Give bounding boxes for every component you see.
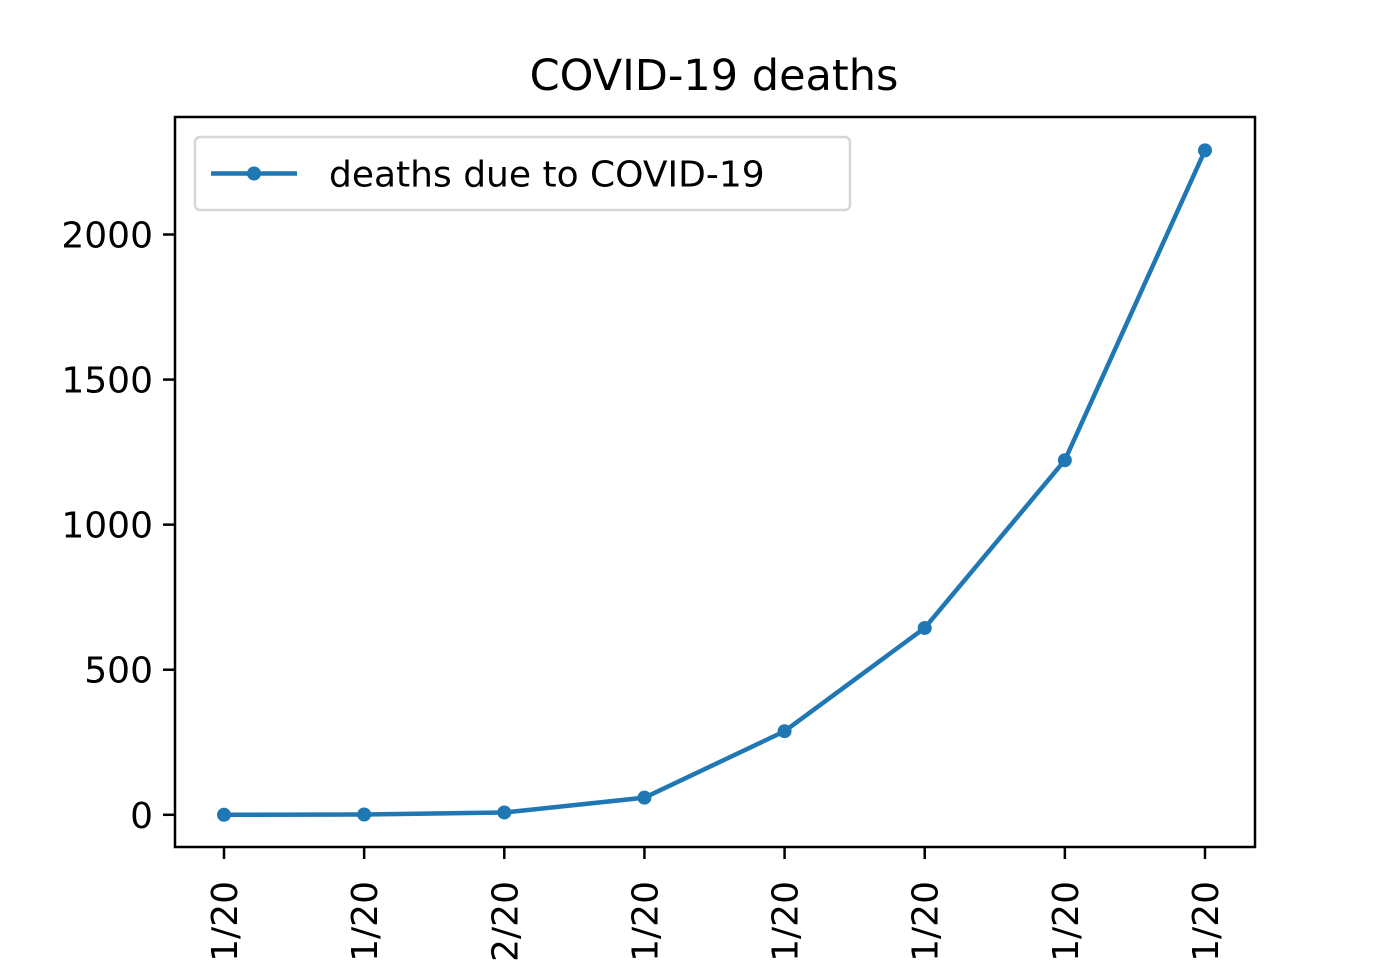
x-tick-label: 2/20 bbox=[485, 881, 526, 962]
legend-marker-swatch bbox=[247, 166, 261, 181]
x-tick-label: 1/20 bbox=[766, 881, 807, 962]
series-line bbox=[221, 147, 1208, 818]
x-axis: 1/20 1/20 2/20 1/20 1/20 1/20 1/20 1/20 bbox=[205, 847, 1227, 962]
data-point bbox=[917, 620, 932, 635]
y-axis: 0 500 1000 1500 2000 bbox=[61, 216, 175, 837]
chart-title: COVID-19 deaths bbox=[530, 51, 899, 101]
data-point bbox=[777, 724, 792, 739]
data-point bbox=[357, 807, 372, 822]
plot-series bbox=[217, 143, 1212, 822]
legend-label: deaths due to COVID-19 bbox=[329, 155, 765, 196]
x-tick-label: 1/20 bbox=[1186, 881, 1227, 962]
y-tick-label: 1000 bbox=[61, 506, 153, 547]
legend-box bbox=[193, 135, 852, 212]
data-point bbox=[1057, 453, 1072, 468]
y-tick-label: 0 bbox=[130, 796, 153, 837]
x-tick-label: 1/20 bbox=[906, 881, 947, 962]
y-tick-label: 500 bbox=[84, 651, 153, 692]
x-tick-label: 1/20 bbox=[205, 881, 246, 962]
data-point bbox=[1198, 143, 1212, 158]
x-tick-label: 1/20 bbox=[345, 881, 386, 962]
data-point bbox=[637, 790, 652, 805]
x-tick-label: 1/20 bbox=[1046, 881, 1087, 962]
data-point bbox=[497, 805, 512, 820]
data-point bbox=[217, 807, 231, 822]
plot-frame bbox=[173, 115, 1257, 849]
x-tick-label: 1/20 bbox=[625, 881, 666, 962]
legend: deaths due to COVID-19 bbox=[193, 135, 852, 212]
y-tick-label: 1500 bbox=[61, 361, 153, 402]
y-tick-label: 2000 bbox=[61, 216, 153, 257]
